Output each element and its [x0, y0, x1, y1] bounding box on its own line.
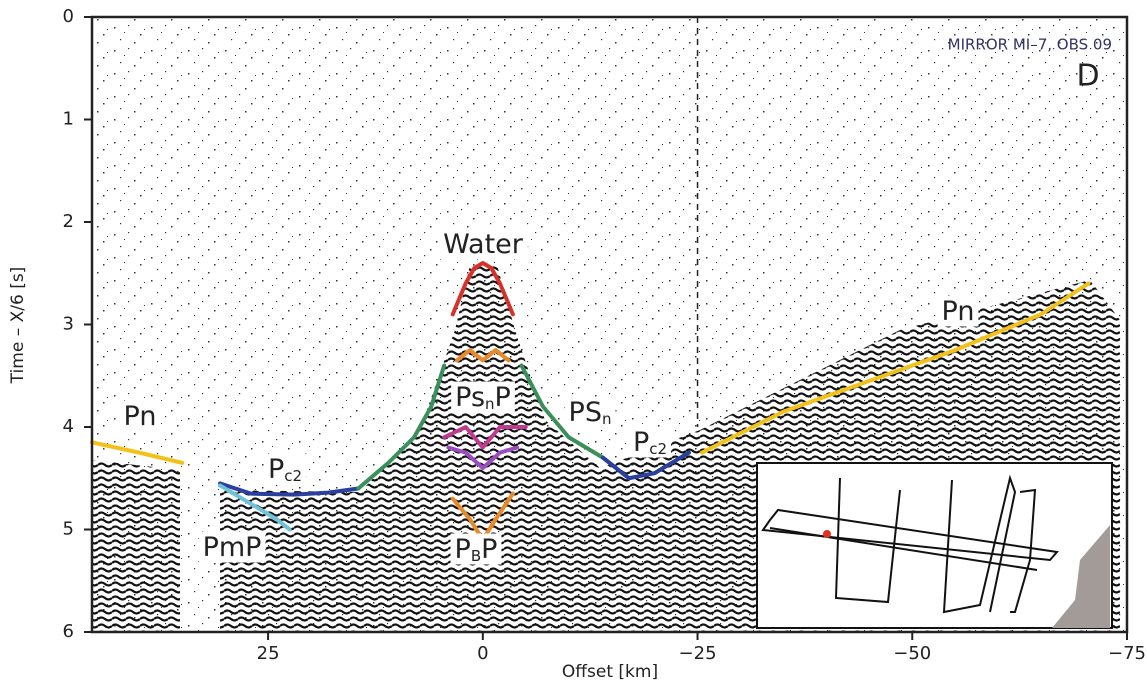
- pick-line: [217, 483, 292, 532]
- annotation-label: Pn: [124, 401, 157, 432]
- location-inset: [756, 462, 1113, 629]
- pick-line: [450, 261, 515, 317]
- annotation-background: [628, 426, 672, 458]
- y-axis-label: Time – X/6 [s]: [8, 267, 28, 385]
- plot-area: [90, 17, 1091, 542]
- annotation-background: [263, 453, 307, 485]
- pick-line: [455, 348, 511, 363]
- annotation: Pn: [937, 295, 979, 327]
- annotation-text: PmP: [203, 532, 262, 563]
- annotation: Pn: [119, 400, 161, 432]
- annotation: PBP: [450, 533, 502, 565]
- annotation-background: [564, 396, 616, 428]
- annotation-text: Pn: [942, 296, 975, 327]
- annotation-text: P: [633, 427, 649, 458]
- annotation-background: [439, 228, 528, 260]
- pick-line: [90, 440, 185, 465]
- pick-line: [442, 425, 528, 450]
- annotation-label: PBP: [455, 534, 498, 565]
- y-tick-label: 5: [63, 519, 74, 540]
- annotation-sub: c: [649, 440, 657, 458]
- annotation-tail: 2: [293, 467, 303, 485]
- x-tick-label: −75: [1108, 643, 1146, 664]
- pick-line: [601, 450, 691, 481]
- y-tick-label: 3: [63, 314, 74, 335]
- annotation-tail: 2: [658, 440, 668, 458]
- annotation-sub: n: [485, 395, 495, 413]
- annotation-tail: P: [495, 382, 511, 413]
- annotation-label: Pc2: [268, 454, 302, 485]
- annotation-text: PS: [569, 397, 602, 428]
- annotation-label: Pn: [942, 296, 975, 327]
- annotation-tail: P: [481, 534, 497, 565]
- annotation-sub: c: [284, 467, 292, 485]
- x-tick-label: 0: [477, 643, 488, 664]
- annotation: PSn: [564, 396, 616, 428]
- y-tick-label: 1: [63, 109, 74, 130]
- annotation-text: P: [268, 454, 284, 485]
- pick-line: [217, 481, 361, 497]
- pick-line: [356, 363, 447, 491]
- annotation-background: [119, 400, 161, 432]
- annotation-sub: B: [471, 547, 481, 565]
- pick-line: [446, 445, 520, 470]
- pick-line: [699, 281, 1091, 455]
- x-tick-label: 25: [257, 643, 280, 664]
- annotation-text: P: [455, 534, 471, 565]
- x-tick-label: −25: [679, 643, 717, 664]
- annotation-sub: n: [602, 410, 612, 428]
- y-tick-label: 6: [63, 621, 74, 642]
- pick-line: [519, 363, 606, 460]
- y-tick-label: 0: [63, 6, 74, 27]
- annotation-background: [198, 531, 266, 563]
- annotation-label: Pc2: [633, 427, 667, 458]
- x-tick-label: −50: [893, 643, 931, 664]
- annotation-background: [450, 533, 502, 565]
- annotation: Water: [439, 228, 528, 260]
- y-tick-label: 4: [63, 416, 74, 437]
- annotation: PmP: [198, 531, 266, 563]
- annotation-label: Water: [443, 229, 524, 260]
- annotation-text: Ps: [455, 382, 485, 413]
- y-tick-label: 2: [63, 211, 74, 232]
- annotation-label: PsnP: [455, 382, 511, 413]
- annotation: Pc2: [263, 453, 307, 485]
- chart-title: MIRROR MI–7, OBS 09: [948, 36, 1112, 54]
- annotation-label: PSn: [569, 397, 612, 428]
- x-axis-label: Offset [km]: [562, 662, 658, 682]
- annotation-background: [451, 381, 515, 413]
- annotation-text: Water: [443, 229, 524, 260]
- panel-label: D: [1076, 59, 1099, 94]
- annotation: PsnP: [451, 381, 515, 413]
- annotation-background: [937, 295, 979, 327]
- annotation-label: PmP: [203, 532, 262, 563]
- annotation: Pc2: [628, 426, 672, 458]
- annotation-text: Pn: [124, 401, 157, 432]
